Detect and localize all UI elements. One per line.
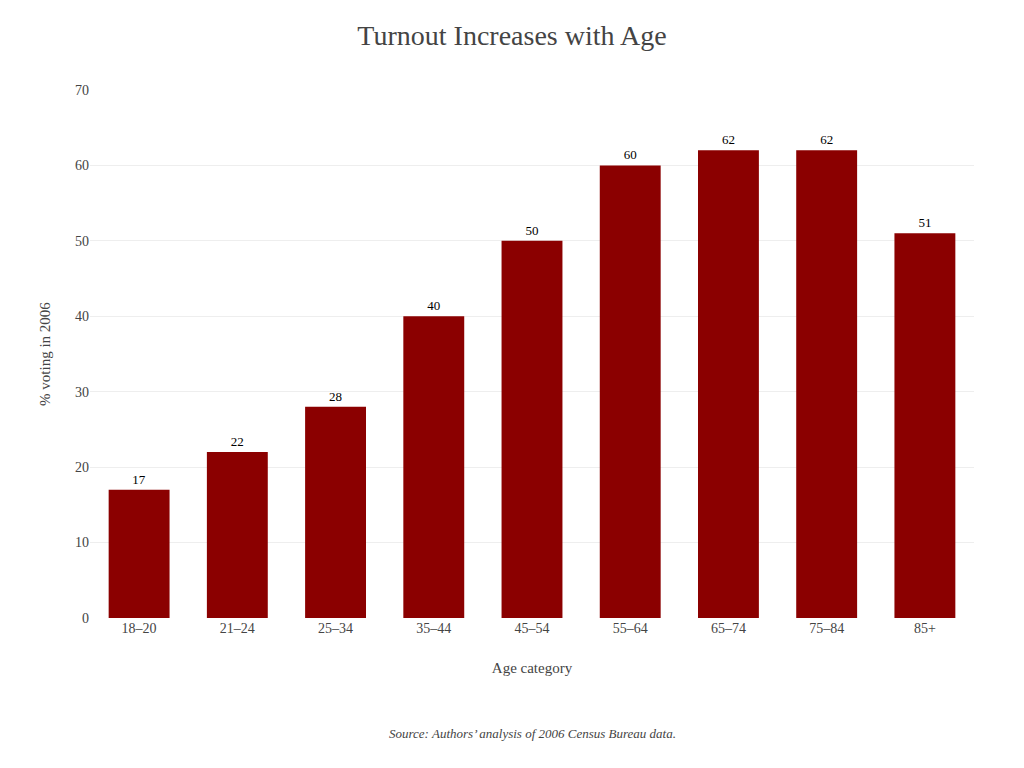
svg-text:22: 22 bbox=[231, 434, 244, 449]
svg-text:0: 0 bbox=[82, 611, 89, 626]
svg-text:40: 40 bbox=[75, 309, 89, 324]
svg-text:17: 17 bbox=[132, 472, 146, 487]
svg-text:20: 20 bbox=[75, 460, 89, 475]
svg-text:75–84: 75–84 bbox=[809, 621, 844, 636]
svg-text:21–24: 21–24 bbox=[220, 621, 255, 636]
svg-text:62: 62 bbox=[722, 132, 735, 147]
svg-text:Source: Authors’ analysis of 2: Source: Authors’ analysis of 2006 Census… bbox=[389, 726, 676, 741]
svg-text:40: 40 bbox=[427, 298, 440, 313]
svg-text:25–34: 25–34 bbox=[318, 621, 353, 636]
svg-text:30: 30 bbox=[75, 385, 89, 400]
svg-text:62: 62 bbox=[820, 132, 833, 147]
svg-text:Turnout Increases with Age: Turnout Increases with Age bbox=[357, 20, 666, 51]
svg-text:% voting in 2006: % voting in 2006 bbox=[37, 302, 53, 406]
svg-text:50: 50 bbox=[75, 234, 89, 249]
svg-text:10: 10 bbox=[75, 535, 89, 550]
svg-text:55–64: 55–64 bbox=[613, 621, 648, 636]
svg-text:28: 28 bbox=[329, 389, 342, 404]
svg-text:45–54: 45–54 bbox=[515, 621, 550, 636]
svg-text:50: 50 bbox=[526, 223, 539, 238]
svg-text:60: 60 bbox=[75, 158, 89, 173]
svg-text:85+: 85+ bbox=[914, 621, 936, 636]
svg-text:51: 51 bbox=[918, 215, 931, 230]
svg-text:18–20: 18–20 bbox=[122, 621, 157, 636]
svg-text:60: 60 bbox=[624, 147, 637, 162]
svg-text:35–44: 35–44 bbox=[416, 621, 451, 636]
svg-text:65–74: 65–74 bbox=[711, 621, 746, 636]
svg-text:70: 70 bbox=[75, 83, 89, 98]
svg-text:Age category: Age category bbox=[492, 660, 573, 676]
